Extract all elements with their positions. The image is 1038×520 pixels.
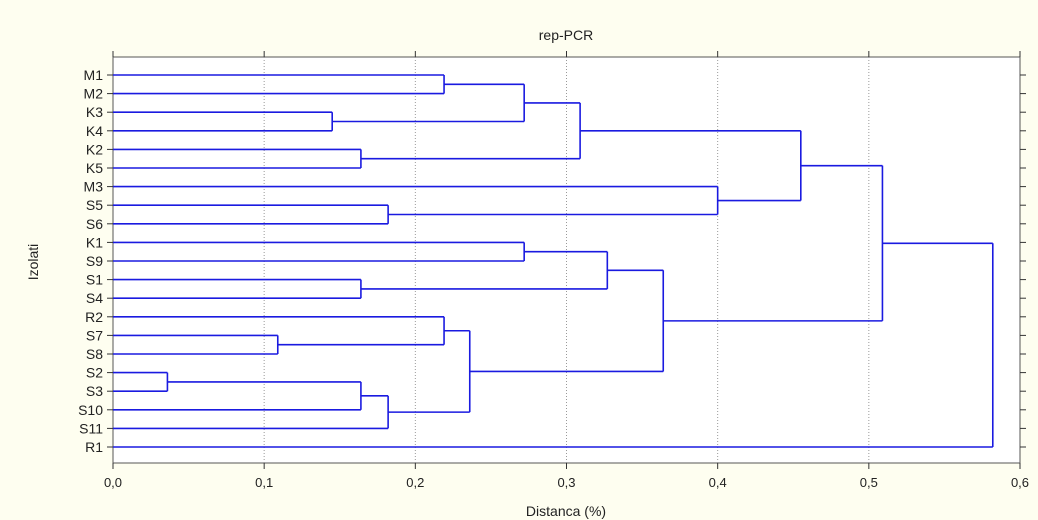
x-axis-label: Distanca (%) <box>526 503 606 519</box>
x-tick-label: 0,6 <box>1011 475 1029 490</box>
leaf-label: S9 <box>86 253 103 269</box>
x-tick-label: 0,3 <box>557 475 575 490</box>
leaf-label: R2 <box>85 309 103 325</box>
leaf-label: K3 <box>86 104 103 120</box>
leaf-label: S8 <box>86 346 103 362</box>
leaf-labels: M1 M2 K3 K4 K2 K5 M3 S5 S6 K1 S9 S1 S4 R2 S7 S8 S2 S3 S10 S… <box>78 67 103 455</box>
leaf-label: S10 <box>78 402 103 418</box>
x-tick-label: 0,5 <box>860 475 878 490</box>
leaf-label: M1 <box>84 67 104 83</box>
leaf-label: R1 <box>85 439 103 455</box>
chart-title: rep-PCR <box>539 27 593 43</box>
dendrogram-links <box>113 74 994 448</box>
leaf-label: S7 <box>86 327 103 343</box>
leaf-label: S3 <box>86 383 103 399</box>
leaf-label: K5 <box>86 160 103 176</box>
y-axis-label: Izolati <box>25 244 41 281</box>
leaf-label: K2 <box>86 141 103 157</box>
leaf-label: K1 <box>86 234 103 250</box>
leaf-label: M3 <box>84 179 104 195</box>
x-tick-label: 0,2 <box>406 475 424 490</box>
leaf-label: S1 <box>86 272 103 288</box>
leaf-label: S6 <box>86 216 103 232</box>
leaf-label: S5 <box>86 197 103 213</box>
leaf-label: M2 <box>84 86 104 102</box>
leaf-label: S4 <box>86 290 103 306</box>
leaf-label: S11 <box>79 420 103 436</box>
x-tick-label: 0,4 <box>709 475 727 490</box>
leaf-label: S2 <box>86 365 103 381</box>
axis-ticks: 0,0 0,1 0,2 0,3 0,4 0,5 0,6 <box>104 51 1029 490</box>
leaf-label: K4 <box>86 123 103 139</box>
x-tick-label: 0,1 <box>255 475 273 490</box>
plot-area <box>112 56 1021 464</box>
x-tick-label: 0,0 <box>104 475 122 490</box>
